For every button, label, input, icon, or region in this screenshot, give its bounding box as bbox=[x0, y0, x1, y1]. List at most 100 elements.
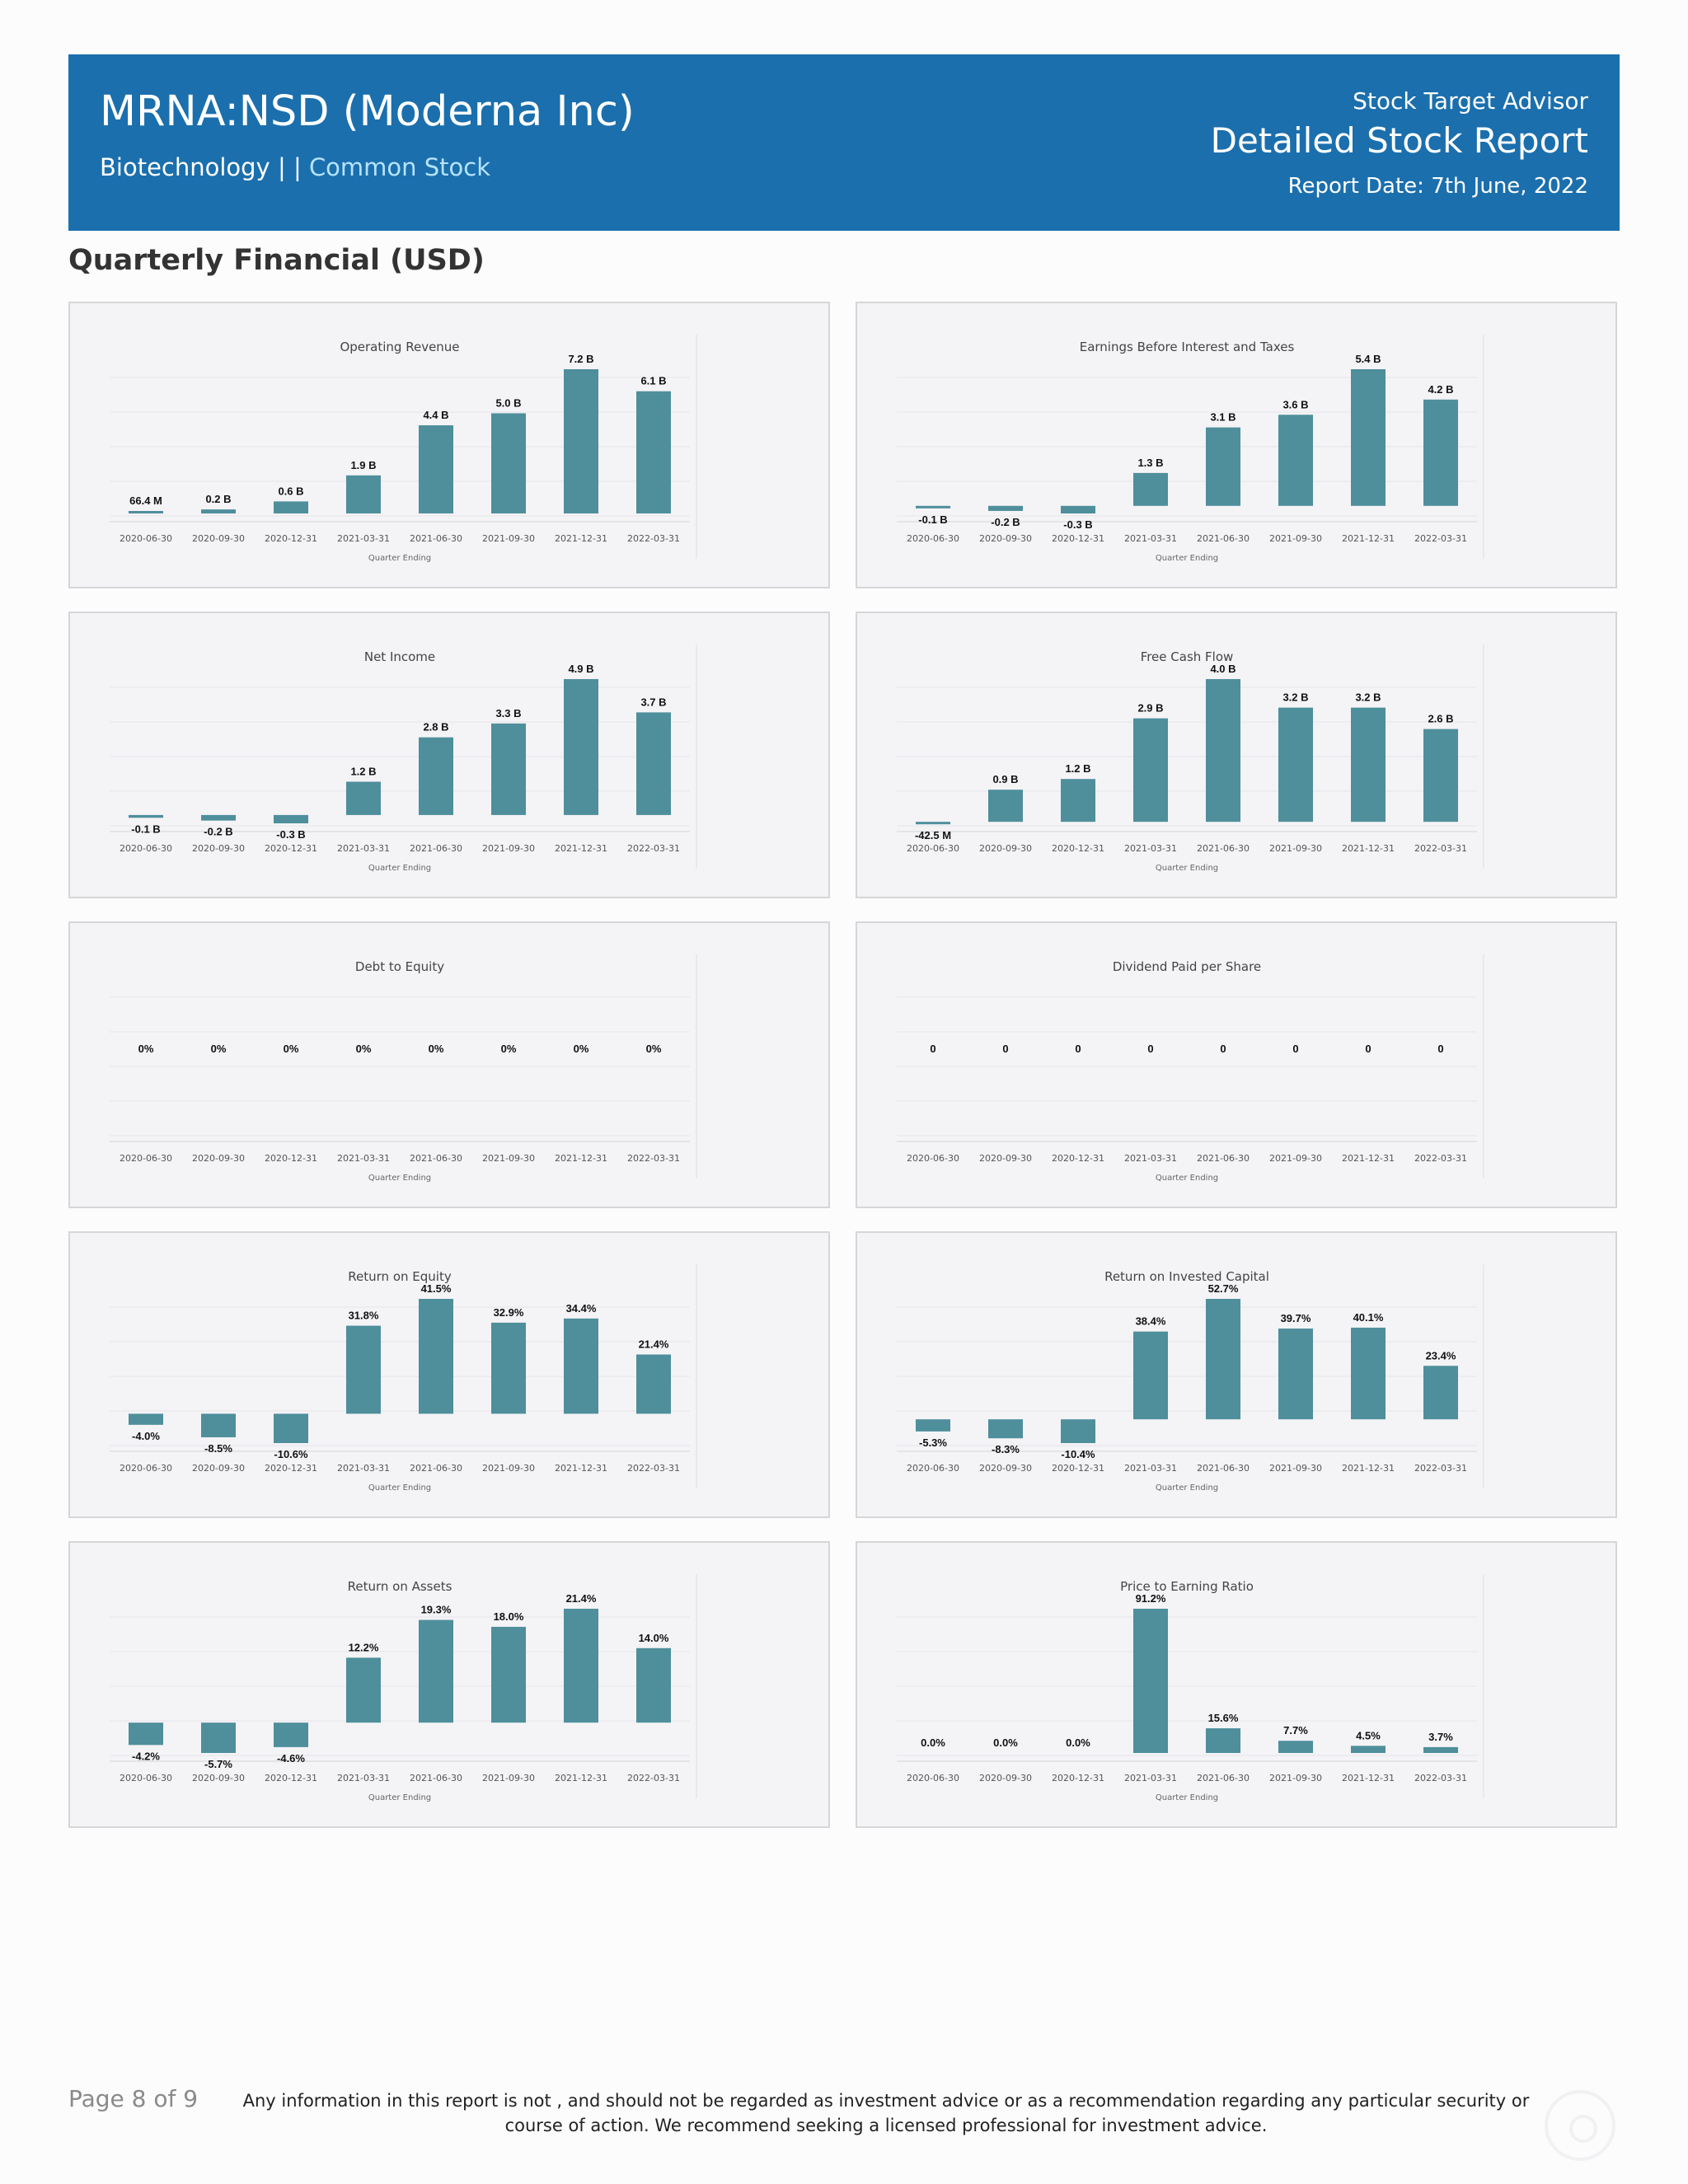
bar-value-label: 66.4 M bbox=[129, 494, 162, 507]
chart-bar bbox=[346, 475, 381, 513]
x-axis-label: Quarter Ending bbox=[1156, 1793, 1218, 1802]
report-header: MRNA:NSD (Moderna Inc) Biotechnology | |… bbox=[68, 54, 1620, 231]
x-tick-label: 2020-12-31 bbox=[265, 533, 317, 544]
bar-value-label: 31.8% bbox=[349, 1310, 379, 1322]
chart-bar bbox=[1423, 729, 1458, 823]
chart-bar bbox=[201, 1413, 236, 1437]
x-tick-label: 2020-06-30 bbox=[120, 843, 172, 854]
x-tick-label: 2021-12-31 bbox=[1342, 843, 1395, 854]
chart-bar bbox=[346, 1325, 381, 1414]
bar-value-label: 3.2 B bbox=[1355, 691, 1381, 704]
bar-value-label: 1.9 B bbox=[350, 459, 376, 471]
bar-value-label: 5.4 B bbox=[1355, 353, 1381, 365]
chart-bar bbox=[564, 369, 598, 513]
bar-value-label: -0.3 B bbox=[276, 828, 305, 841]
bar-value-label: 5.0 B bbox=[495, 396, 521, 409]
subtitle-separator: | | bbox=[270, 153, 309, 181]
chart-bar bbox=[1278, 1329, 1313, 1420]
bar-value-label: -4.0% bbox=[132, 1430, 160, 1442]
bar-chart: Return on Invested Capital -5.3% 2020-06-3… bbox=[897, 1264, 1484, 1493]
x-tick-label: 2020-12-31 bbox=[265, 1463, 317, 1474]
bar-chart: Return on Equity -4.0% 2020-06-30 -8.5% 2020… bbox=[110, 1264, 697, 1493]
x-tick-label: 2020-12-31 bbox=[265, 843, 317, 854]
bar-value-label: 0.0% bbox=[1066, 1736, 1090, 1749]
chart-bar bbox=[564, 1609, 598, 1723]
bar-value-label: 0 bbox=[1292, 1043, 1298, 1055]
chart-panel: Return on Invested Capital -5.3% 2020-06-3… bbox=[856, 1231, 1617, 1518]
x-tick-label: 2022-03-31 bbox=[1414, 533, 1467, 544]
bar-value-label: 38.4% bbox=[1136, 1315, 1166, 1328]
x-tick-label: 2022-03-31 bbox=[627, 843, 680, 854]
chart-bar bbox=[1206, 679, 1240, 823]
bar-value-label: 91.2% bbox=[1136, 1592, 1166, 1605]
chart-bar bbox=[419, 1299, 453, 1414]
bar-chart: Operating Revenue 66.4 M 2020-06-30 0.2 B 20… bbox=[110, 335, 697, 563]
x-tick-label: 2021-06-30 bbox=[410, 1153, 462, 1164]
bar-value-label: 40.1% bbox=[1353, 1311, 1384, 1324]
x-axis-label: Quarter Ending bbox=[1156, 864, 1218, 873]
disclaimer: Any information in this report is not , … bbox=[242, 2091, 1530, 2135]
bar-value-label: 0 bbox=[1437, 1043, 1443, 1055]
chart-title: Earnings Before Interest and Taxes bbox=[1080, 340, 1295, 354]
x-tick-label: 2020-12-31 bbox=[265, 1153, 317, 1164]
chart-title: Return on Assets bbox=[348, 1579, 452, 1594]
chart-bar bbox=[636, 1354, 671, 1414]
chart-title: Return on Invested Capital bbox=[1104, 1269, 1269, 1284]
x-tick-label: 2021-06-30 bbox=[410, 533, 462, 544]
bar-value-label: 0% bbox=[429, 1043, 444, 1055]
x-tick-label: 2021-09-30 bbox=[482, 1153, 535, 1164]
chart-bar bbox=[201, 1722, 236, 1753]
bar-value-label: 21.4% bbox=[639, 1338, 669, 1351]
bar-value-label: 0% bbox=[501, 1043, 517, 1055]
x-axis-label: Quarter Ending bbox=[1156, 554, 1218, 563]
stock-type-link[interactable]: Common Stock bbox=[308, 153, 491, 181]
x-tick-label: 2020-06-30 bbox=[907, 1153, 959, 1164]
bar-value-label: -8.3% bbox=[992, 1443, 1020, 1455]
chart-bar bbox=[129, 511, 163, 513]
x-tick-label: 2021-12-31 bbox=[555, 1153, 607, 1164]
bar-value-label: 52.7% bbox=[1208, 1282, 1239, 1295]
chart-bar bbox=[201, 814, 236, 821]
chart-bar bbox=[1278, 415, 1313, 506]
chart-panel: Debt to Equity 0% 2020-06-30 0% 2020-09-30 0%… bbox=[68, 921, 830, 1208]
bar-value-label: 1.2 B bbox=[350, 766, 376, 778]
bar-value-label: 2.9 B bbox=[1137, 702, 1163, 715]
bar-chart: Price to Earning Ratio 0.0% 2020-06-30 0.0%… bbox=[897, 1574, 1484, 1802]
x-tick-label: 2021-03-31 bbox=[1124, 1153, 1177, 1164]
bar-chart: Free Cash Flow -42.5 M 2020-06-30 0.9 B 2020… bbox=[897, 644, 1484, 873]
x-tick-label: 2021-06-30 bbox=[1197, 1153, 1250, 1164]
bar-value-label: 3.1 B bbox=[1210, 411, 1236, 424]
x-tick-label: 2021-03-31 bbox=[1124, 1773, 1177, 1783]
bar-value-label: 41.5% bbox=[421, 1282, 452, 1295]
bar-value-label: 0 bbox=[1075, 1043, 1081, 1055]
x-tick-label: 2021-03-31 bbox=[337, 1463, 390, 1474]
bar-value-label: -8.5% bbox=[204, 1442, 232, 1455]
chart-bar bbox=[1278, 1741, 1313, 1753]
bar-value-label: 0% bbox=[574, 1043, 589, 1055]
x-axis-label: Quarter Ending bbox=[1156, 1483, 1218, 1493]
chart-panel: Dividend Paid per Share 0 2020-06-30 0 2020-… bbox=[856, 921, 1617, 1208]
bar-value-label: -0.1 B bbox=[131, 823, 160, 835]
x-tick-label: 2020-12-31 bbox=[1052, 1153, 1104, 1164]
report-name: Detailed Stock Report bbox=[1210, 120, 1588, 161]
bar-value-label: 15.6% bbox=[1208, 1712, 1239, 1724]
x-tick-label: 2022-03-31 bbox=[1414, 843, 1467, 854]
bar-value-label: 3.6 B bbox=[1282, 398, 1308, 410]
chart-bar bbox=[274, 814, 308, 823]
chart-title: Return on Equity bbox=[348, 1269, 452, 1284]
bar-value-label: 0.6 B bbox=[278, 485, 303, 497]
x-tick-label: 2021-09-30 bbox=[1269, 533, 1322, 544]
bar-value-label: -5.3% bbox=[919, 1436, 947, 1449]
sector-label: Biotechnology bbox=[100, 153, 270, 181]
chart-panel: Return on Assets -4.2% 2020-06-30 -5.7% 2020… bbox=[68, 1541, 830, 1828]
bar-value-label: 3.7% bbox=[1428, 1731, 1453, 1743]
x-axis-label: Quarter Ending bbox=[368, 1793, 431, 1802]
chart-bar bbox=[491, 1322, 526, 1414]
bar-value-label: 1.2 B bbox=[1065, 762, 1090, 775]
x-tick-label: 2021-12-31 bbox=[555, 1463, 607, 1474]
chart-bar bbox=[636, 712, 671, 815]
x-tick-label: 2021-09-30 bbox=[1269, 1463, 1322, 1474]
x-axis-label: Quarter Ending bbox=[368, 554, 431, 563]
chart-bar bbox=[129, 1413, 163, 1425]
chart-panel: Earnings Before Interest and Taxes -0.1 B… bbox=[856, 302, 1617, 588]
